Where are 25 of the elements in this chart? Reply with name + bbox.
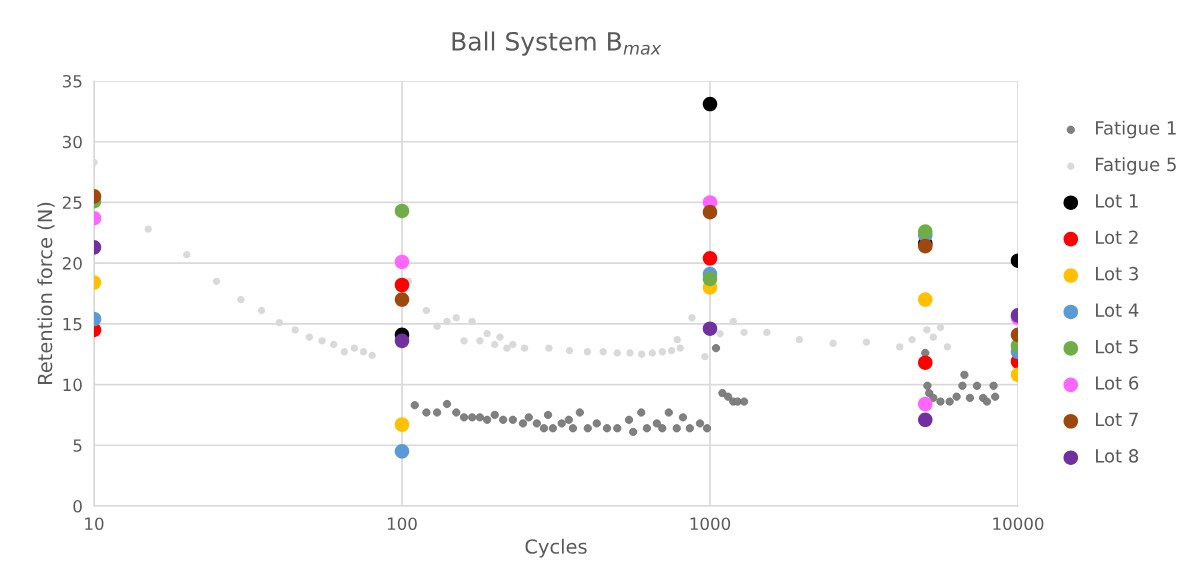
- y-tick-label: 30: [62, 135, 82, 149]
- y-axis-title: Retention force (N): [37, 202, 55, 384]
- legend-label: Lot 2: [1096, 230, 1138, 245]
- x-tick-label: 10: [85, 517, 104, 531]
- legend-label: Lot 8: [1096, 449, 1139, 463]
- x-tick-label: 100: [387, 517, 417, 531]
- legend-label: Lot 1: [1096, 194, 1138, 208]
- legend-label: Lot 6: [1096, 376, 1139, 390]
- legend-label: Fatigue 1: [1096, 120, 1176, 139]
- legend-label: Lot 5: [1096, 339, 1138, 354]
- x-tick-label: 10000: [993, 517, 1044, 531]
- y-tick-label: 20: [62, 257, 82, 270]
- y-tick-label: 25: [62, 196, 82, 209]
- legend-label: Lot 4: [1096, 303, 1139, 317]
- y-tick-label: 0: [73, 499, 82, 513]
- y-tick-label: 5: [73, 439, 82, 452]
- legend-label: Fatigue 5: [1096, 157, 1176, 175]
- x-tick-label: 1000: [690, 517, 731, 531]
- x-axis-title: Cycles: [525, 538, 587, 558]
- y-tick-label: 15: [63, 318, 82, 331]
- chart-title: Ball System B$_{max}$: [452, 31, 662, 56]
- y-tick-label: 35: [62, 74, 82, 88]
- legend-label: Lot 7: [1096, 412, 1138, 427]
- y-tick-label: 10: [63, 378, 82, 392]
- legend-label: Lot 3: [1096, 266, 1138, 281]
